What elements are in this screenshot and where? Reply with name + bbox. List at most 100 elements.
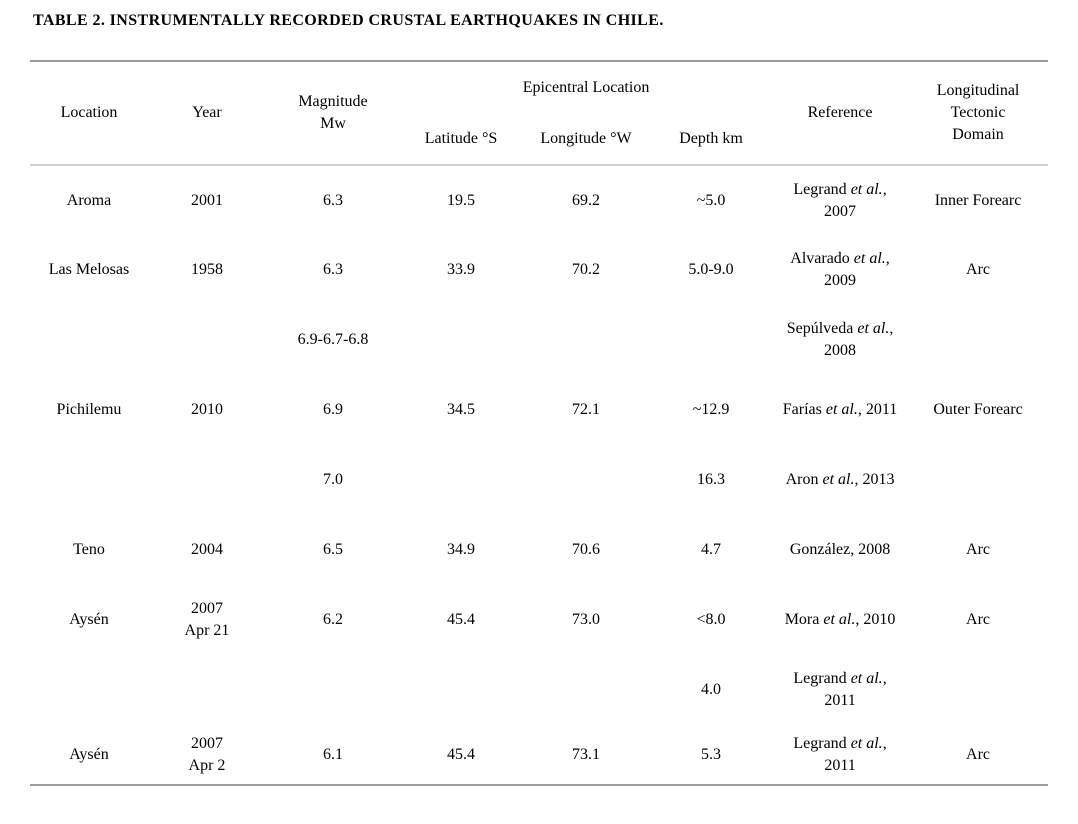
cell-depth: 16.3: [697, 471, 726, 488]
cell-location: Aroma: [66, 191, 112, 209]
reference-etal: et al.: [823, 611, 856, 628]
cell-magnitude: 6.9: [323, 401, 343, 418]
cell-magnitude: 6.9-6.7-6.8: [297, 331, 369, 348]
cell-location: [30, 305, 148, 375]
cell-longitude: 73.1: [572, 745, 600, 763]
cell-depth: 5.3: [701, 745, 722, 763]
cell-latitude: 33.9: [447, 261, 475, 278]
cell-longitude: [522, 445, 650, 515]
cell-longitude: 72.1: [572, 401, 600, 418]
cell-longitude: 69.2: [572, 191, 600, 209]
cell-location: Pichilemu: [56, 401, 122, 418]
earthquake-table: Location Year Magnitude Mw Epicentral Lo…: [30, 60, 1049, 786]
column-header-tectonic-domain: Longitudinal Tectonic Domain: [936, 82, 1020, 143]
cell-reference: Farías et al., 2011: [772, 375, 908, 445]
cell-magnitude: 6.1: [323, 745, 343, 763]
cell-tectonic-domain: [908, 655, 1048, 725]
cell-magnitude: 6.3: [323, 261, 343, 278]
cell-year: [148, 655, 266, 725]
cell-tectonic-domain: Arc: [966, 261, 991, 278]
cell-location: Las Melosas: [48, 261, 130, 278]
cell-latitude: 34.5: [447, 401, 475, 418]
cell-year: 2010: [191, 401, 223, 418]
table-row: Teno 2004 6.5 34.9 70.6 4.7 González, 20…: [30, 515, 1048, 585]
cell-reference: Alvarado et al., 2009: [772, 235, 908, 305]
cell-latitude: 45.4: [447, 745, 475, 763]
reference-year: , 2011: [857, 401, 898, 418]
cell-year: [148, 305, 266, 375]
reference-year: , 2011: [824, 670, 887, 709]
cell-location: Aysén: [69, 745, 109, 763]
cell-latitude: 34.9: [447, 541, 475, 558]
cell-location: Teno: [73, 541, 105, 558]
cell-tectonic-domain: Arc: [966, 541, 991, 558]
cell-magnitude: 6.5: [323, 541, 343, 558]
table-row: 7.0 16.3 Aron et al., 2013: [30, 445, 1048, 515]
column-header-latitude: Latitude °S: [424, 129, 498, 147]
reference-etal: et al.: [850, 734, 883, 752]
reference-etal: et al.: [825, 401, 858, 418]
reference-year: , 2010: [855, 611, 896, 628]
reference-authors: Legrand: [793, 670, 851, 687]
table-row: 4.0 Legrand et al., 2011: [30, 655, 1048, 725]
column-header-longitude: Longitude °W: [540, 129, 632, 147]
cell-tectonic-domain: Arc: [966, 611, 991, 628]
table-title: TABLE 2. INSTRUMENTALLY RECORDED CRUSTAL…: [33, 12, 664, 29]
cell-magnitude: 6.2: [323, 611, 343, 628]
reference-year: , 2011: [824, 734, 887, 774]
column-header-magnitude: Magnitude Mw: [298, 93, 368, 132]
cell-latitude: [400, 445, 522, 515]
cell-location: [30, 445, 148, 515]
cell-tectonic-domain: [908, 305, 1048, 375]
reference-authors: Farías: [782, 401, 826, 418]
cell-year: 2007 Apr 21: [184, 600, 230, 639]
cell-year: [148, 445, 266, 515]
reference-authors: Legrand: [793, 180, 851, 198]
reference-etal: et al.: [857, 320, 890, 337]
table-row: Aroma 2001 6.3 19.5 69.2 ~5.0 Legrand et…: [30, 165, 1048, 235]
cell-longitude: 70.2: [572, 261, 600, 278]
reference-authors: Mora: [784, 611, 824, 628]
column-header-depth: Depth km: [679, 129, 743, 147]
column-header-reference: Reference: [807, 104, 873, 121]
reference-authors: Alvarado: [790, 250, 854, 267]
cell-depth: <8.0: [696, 611, 726, 628]
reference-authors: González, 2008: [789, 541, 891, 558]
reference-authors: Aron: [785, 471, 823, 488]
cell-reference: González, 2008: [772, 515, 908, 585]
cell-reference: Legrand et al., 2011: [772, 655, 908, 725]
reference-year: , 2013: [854, 471, 895, 488]
column-header-year: Year: [192, 104, 222, 121]
reference-authors: Sepúlveda: [786, 320, 858, 337]
cell-depth: ~5.0: [696, 191, 726, 209]
cell-longitude: [522, 655, 650, 725]
cell-reference: Sepúlveda et al., 2008: [772, 305, 908, 375]
cell-reference: Legrand et al., 2007: [772, 165, 908, 235]
cell-location: [30, 655, 148, 725]
table-row: Aysén 2007 Apr 21 6.2 45.4 73.0 <8.0 Mor…: [30, 585, 1048, 655]
reference-etal: et al.: [850, 180, 883, 198]
cell-year: 2007 Apr 2: [188, 734, 226, 774]
header-row-top: Location Year Magnitude Mw Epicentral Lo…: [30, 61, 1048, 144]
cell-reference: Aron et al., 2013: [772, 445, 908, 515]
table-row: 6.9-6.7-6.8 Sepúlveda et al., 2008: [30, 305, 1048, 375]
table-header: Location Year Magnitude Mw Epicentral Lo…: [30, 61, 1049, 165]
reference-year: , 2009: [824, 250, 890, 289]
cell-latitude: [400, 305, 522, 375]
cell-year: 2001: [191, 191, 223, 209]
cell-tectonic-domain: [908, 445, 1048, 515]
cell-depth: 5.0-9.0: [688, 261, 734, 278]
reference-etal: et al.: [850, 670, 883, 687]
reference-authors: Legrand: [793, 734, 851, 752]
cell-magnitude: [266, 655, 400, 725]
reference-etal: et al.: [853, 250, 886, 267]
table-row: Aysén 2007 Apr 2 6.1 45.4 73.1 5.3 Legra…: [30, 725, 1048, 785]
column-header-location: Location: [60, 104, 118, 121]
table-row: Pichilemu 2010 6.9 34.5 72.1 ~12.9 Faría…: [30, 375, 1048, 445]
table-body: Aroma 2001 6.3 19.5 69.2 ~5.0 Legrand et…: [30, 165, 1049, 785]
cell-tectonic-domain: Arc: [966, 745, 991, 763]
header-row-sub: Latitude °S Longitude °W Depth km: [30, 113, 1048, 165]
table-row: Las Melosas 1958 6.3 33.9 70.2 5.0-9.0 A…: [30, 235, 1048, 305]
cell-year: 1958: [191, 261, 223, 278]
